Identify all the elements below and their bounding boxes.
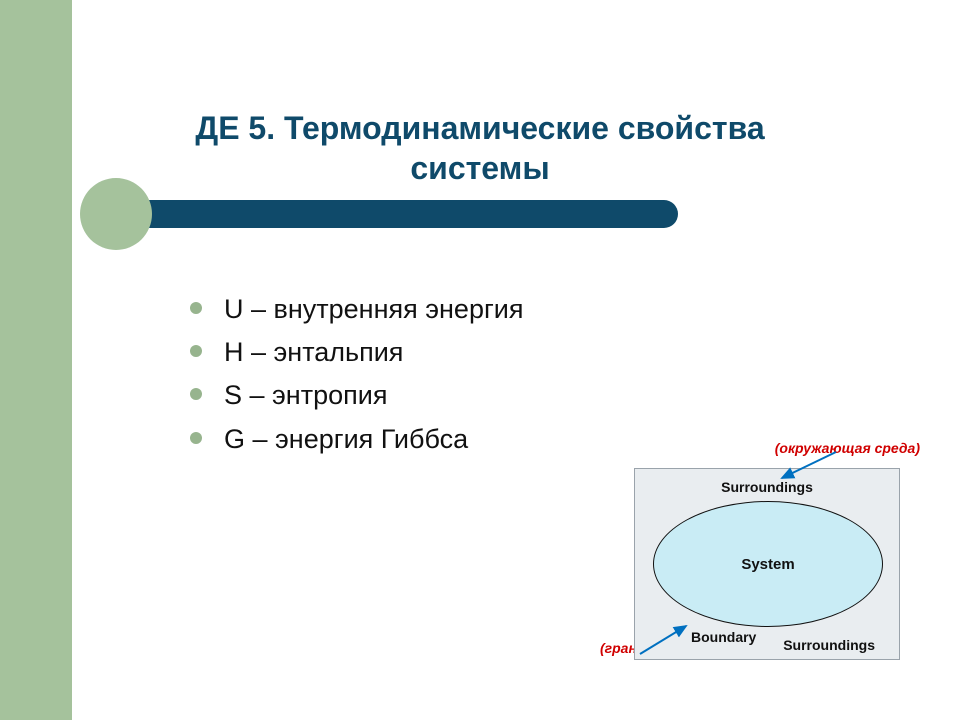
system-diagram: (окружающая среда) (границы) Surrounding… [600, 440, 920, 680]
bullet-text: S – энтропия [224, 380, 387, 410]
list-item: G – энергия Гиббса [190, 418, 524, 461]
system-ellipse: System [653, 501, 883, 627]
label-system: System [741, 556, 794, 573]
list-item: U – внутренняя энергия [190, 288, 524, 331]
bullet-text: U – внутренняя энергия [224, 294, 524, 324]
arrow-bottom-icon [634, 620, 704, 660]
bullet-text: G – энергия Гиббса [224, 424, 468, 454]
title-line-2: системы [410, 150, 549, 186]
sidebar-accent [0, 0, 72, 720]
list-item: S – энтропия [190, 374, 524, 417]
bullet-text: H – энтальпия [224, 337, 403, 367]
title-underline [58, 200, 678, 236]
arrow-top-icon [776, 448, 846, 484]
underline-circle-icon [80, 178, 152, 250]
title-line-1: ДЕ 5. Термодинамические свойства [195, 110, 764, 146]
bullet-list: U – внутренняя энергия H – энтальпия S –… [150, 288, 524, 461]
list-item: H – энтальпия [190, 331, 524, 374]
label-surroundings-bottom: Surroundings [783, 637, 875, 653]
underline-bar [94, 200, 678, 228]
slide-title: ДЕ 5. Термодинамические свойства системы [100, 108, 860, 188]
